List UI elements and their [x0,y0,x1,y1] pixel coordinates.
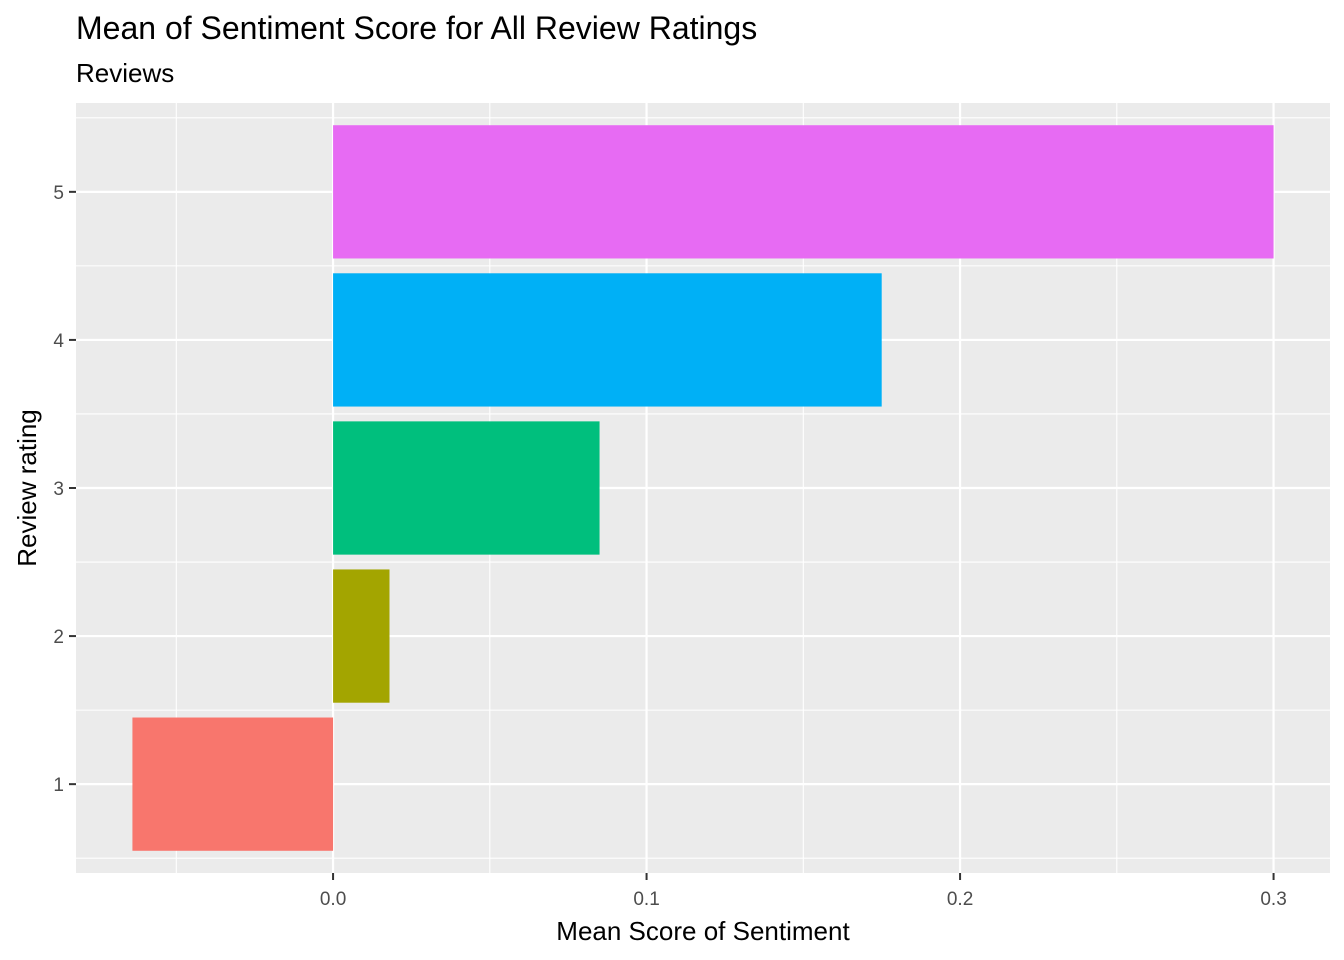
y-axis-label: Review rating [12,409,42,567]
x-axis: 0.0 0.1 0.2 0.3 [320,873,1287,910]
bar-rating-3 [333,421,600,555]
x-tick-label: 0.1 [633,889,659,910]
y-tick-label: 1 [53,775,64,796]
chart-subtitle: Reviews [76,58,175,88]
bar-rating-1 [132,717,334,851]
chart-title: Mean of Sentiment Score for All Review R… [76,10,758,46]
y-tick-label: 3 [53,479,64,500]
y-axis: 1 2 3 4 5 [53,183,76,796]
y-tick-label: 5 [53,183,64,204]
y-tick-label: 2 [53,627,64,648]
x-axis-label: Mean Score of Sentiment [556,916,850,946]
x-tick-label: 0.0 [320,889,346,910]
bar-rating-4 [333,273,882,407]
x-tick-label: 0.2 [947,889,973,910]
bar-rating-5 [333,125,1274,259]
y-tick-label: 4 [53,331,64,352]
x-tick-label: 0.3 [1260,889,1286,910]
bars [132,125,1274,851]
bar-rating-2 [333,569,390,703]
